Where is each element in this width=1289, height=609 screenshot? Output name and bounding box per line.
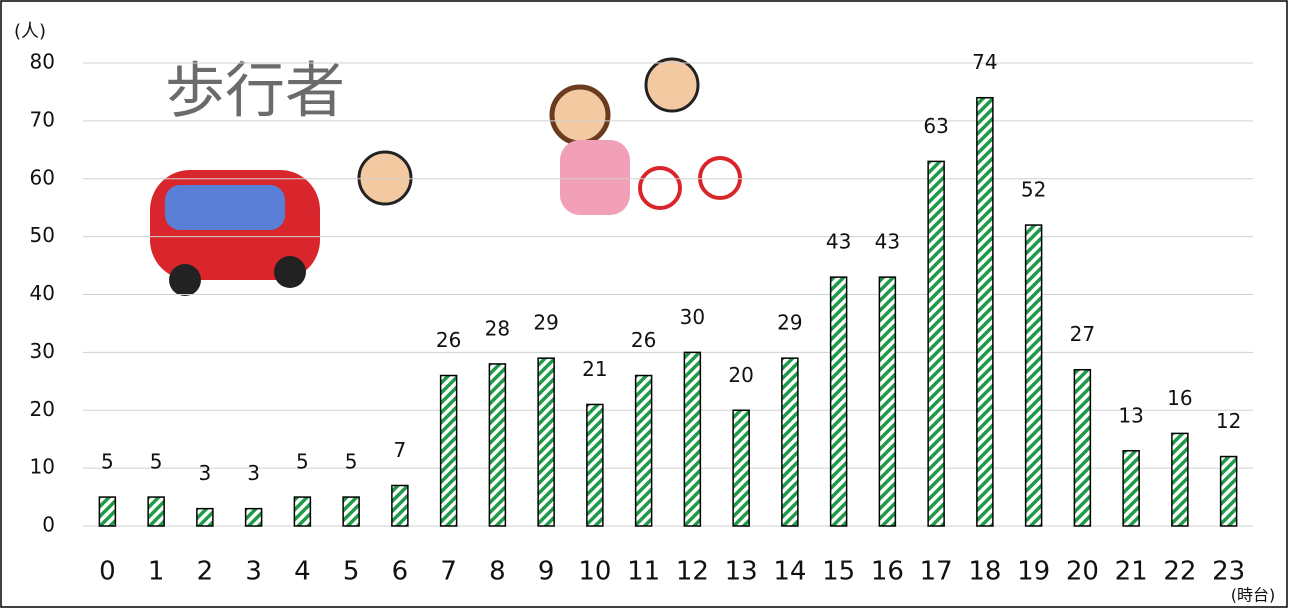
bar [1073,368,1092,527]
bar [488,363,507,527]
bar [537,357,555,527]
y-tick-label: 0 [42,513,55,537]
bar [683,351,702,527]
x-tick-label: 0 [99,557,116,587]
x-tick-label: 11 [627,557,660,587]
value-label: 26 [631,328,656,352]
x-tick-label: 19 [1017,557,1050,587]
value-label: 43 [826,230,851,254]
value-label: 3 [247,461,260,485]
illustration-people [357,57,742,215]
y-axis-label: (人) [14,21,46,42]
x-tick-label: 16 [871,557,904,587]
bar [1219,455,1238,527]
value-label: 12 [1216,409,1241,433]
x-tick-label: 20 [1066,557,1099,587]
x-tick-label: 1 [148,557,165,587]
value-label: 26 [436,328,461,352]
x-tick-label: 21 [1115,557,1148,587]
x-tick-label: 2 [197,557,214,587]
bar [781,357,799,527]
value-label: 27 [1070,322,1095,346]
bar [439,374,458,527]
bar [878,276,897,527]
value-label: 7 [394,438,407,462]
y-tick-label: 30 [30,339,55,363]
bar [244,507,263,527]
x-axis-label: (時台) [1231,586,1276,605]
illustration-car [150,170,320,296]
x-tick-label: 18 [968,557,1001,587]
y-tick-label: 40 [30,281,55,305]
value-label: 29 [777,311,802,335]
value-label: 21 [582,357,607,381]
value-label: 43 [875,230,900,254]
bar [1122,450,1140,527]
bar [98,496,117,527]
value-label: 63 [923,114,948,138]
x-tick-label: 10 [578,557,611,587]
bar [147,496,165,527]
y-tick-label: 70 [30,107,55,131]
value-label: 13 [1118,403,1143,427]
value-label: 28 [485,316,510,340]
y-tick-label: 20 [30,397,55,421]
bar [293,496,312,527]
bar [342,496,360,527]
bar [586,403,604,527]
x-tick-label: 7 [440,557,457,587]
value-label: 5 [296,450,309,474]
x-tick-label: 6 [392,557,409,587]
x-tick-label: 14 [773,557,806,587]
bar [976,96,994,527]
y-tick-label: 60 [30,165,55,189]
value-label: 74 [972,50,997,74]
x-tick-label: 22 [1163,557,1196,587]
y-tick-label: 80 [30,50,55,74]
chart-title: 歩行者 [165,57,345,127]
bar [927,160,945,527]
bar [634,374,653,527]
y-tick-label: 50 [30,223,55,247]
value-label: 5 [101,450,114,474]
x-tick-label: 12 [676,557,709,587]
y-tick-label: 10 [30,455,55,479]
x-tick-label: 8 [489,557,506,587]
value-label: 5 [150,450,163,474]
bar [1171,432,1189,527]
bar [391,484,409,527]
x-tick-label: 15 [822,557,855,587]
bar [1024,224,1043,527]
bar [732,409,750,527]
bar [196,507,214,527]
bar [829,276,848,527]
value-label: 20 [728,363,753,387]
x-tick-label: 9 [538,557,555,587]
x-tick-label: 5 [343,557,360,587]
value-label: 29 [533,311,558,335]
x-tick-label: 13 [725,557,758,587]
value-label: 52 [1021,178,1046,202]
x-tick-label: 17 [920,557,953,587]
x-tick-label: 4 [294,557,311,587]
value-label: 5 [345,450,358,474]
value-label: 3 [199,461,212,485]
value-label: 16 [1167,386,1192,410]
value-label: 30 [680,305,705,329]
x-tick-label: 23 [1212,557,1245,587]
x-tick-label: 3 [245,557,262,587]
